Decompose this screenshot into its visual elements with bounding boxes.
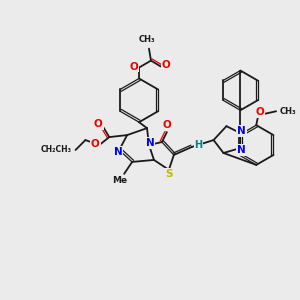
Text: H: H [195,140,203,150]
Text: O: O [130,61,139,72]
Text: S: S [165,169,172,179]
Text: O: O [163,120,171,130]
Text: N: N [114,147,123,157]
Text: O: O [256,107,265,117]
Text: CH₃: CH₃ [139,35,155,44]
Text: CH₂CH₃: CH₂CH₃ [40,146,71,154]
Text: O: O [161,60,170,70]
Text: O: O [94,119,103,129]
Text: N: N [237,126,246,136]
Text: N: N [237,145,246,155]
Text: Me: Me [112,176,128,185]
Text: CH₃: CH₃ [280,107,297,116]
Text: N: N [146,138,154,148]
Text: O: O [91,139,100,149]
